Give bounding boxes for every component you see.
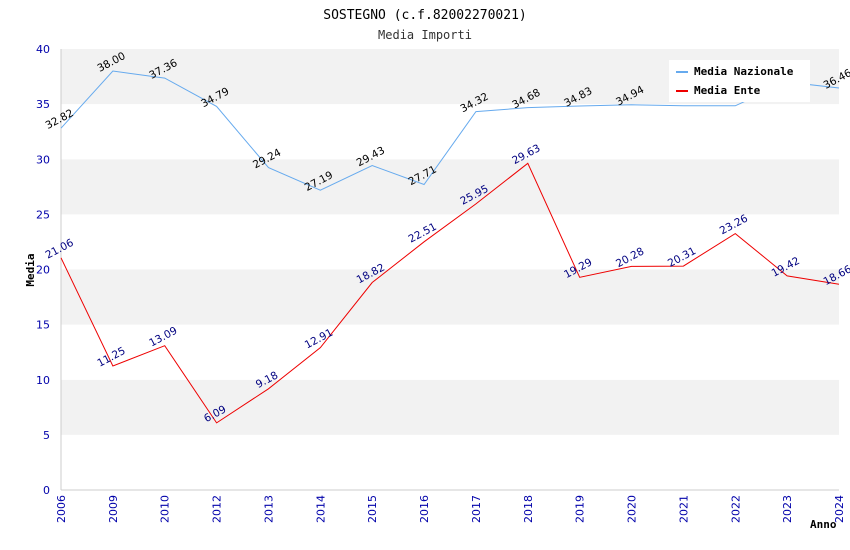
x-axis-title: Anno bbox=[810, 518, 837, 531]
y-tick-label: 40 bbox=[36, 43, 50, 56]
x-axis-ticks: 2006 2009 2010 2012 2013 2014 2015 2016 2017 2018… bbox=[55, 495, 846, 523]
series-line-nazionale bbox=[60, 70, 840, 191]
series-line-ente bbox=[60, 162, 840, 424]
x-tick-label: 2022 bbox=[729, 495, 742, 523]
y-tick-label: 25 bbox=[36, 208, 50, 221]
x-tick-label: 2009 bbox=[107, 495, 120, 523]
grid-band bbox=[61, 379, 839, 435]
grid-band bbox=[61, 159, 839, 215]
series-layer bbox=[60, 70, 840, 424]
legend-box bbox=[669, 60, 810, 102]
y-tick-label: 35 bbox=[36, 98, 50, 111]
x-tick-label: 2017 bbox=[470, 495, 483, 523]
y-axis-title: Media bbox=[24, 253, 37, 286]
grid-band bbox=[61, 324, 839, 380]
axes bbox=[60, 49, 839, 491]
grid-band bbox=[61, 269, 839, 325]
x-tick-label: 2015 bbox=[366, 495, 379, 523]
legend-label-ente: Media Ente bbox=[694, 84, 761, 97]
x-tick-label: 2019 bbox=[574, 495, 587, 523]
y-tick-label: 5 bbox=[43, 429, 50, 442]
chart-title: SOSTEGNO (c.f.82002270021) bbox=[323, 8, 527, 23]
x-tick-label: 2024 bbox=[833, 495, 846, 523]
legend-label-nazionale: Media Nazionale bbox=[694, 65, 794, 78]
y-tick-label: 10 bbox=[36, 374, 50, 387]
x-tick-label: 2023 bbox=[781, 495, 794, 523]
x-tick-label: 2010 bbox=[159, 495, 172, 523]
y-axis-ticks: 0 5 10 15 20 25 30 35 40 bbox=[36, 43, 50, 497]
x-tick-label: 2006 bbox=[55, 495, 68, 523]
y-tick-label: 20 bbox=[36, 264, 50, 277]
x-tick-label: 2021 bbox=[677, 495, 690, 523]
legend: Media Nazionale Media Ente bbox=[669, 60, 810, 102]
grid-band bbox=[61, 434, 839, 490]
y-tick-label: 15 bbox=[36, 319, 50, 332]
x-tick-label: 2012 bbox=[211, 495, 224, 523]
x-tick-label: 2016 bbox=[418, 495, 431, 523]
grid-bands bbox=[61, 49, 839, 490]
x-tick-label: 2014 bbox=[314, 495, 327, 523]
grid-band bbox=[61, 214, 839, 270]
grid-band bbox=[61, 104, 839, 160]
y-tick-label: 0 bbox=[43, 484, 50, 497]
x-tick-label: 2013 bbox=[262, 495, 275, 523]
x-tick-label: 2018 bbox=[522, 495, 535, 523]
x-tick-label: 2020 bbox=[626, 495, 639, 523]
y-tick-label: 30 bbox=[36, 153, 50, 166]
chart-subtitle: Media Importi bbox=[378, 28, 472, 42]
